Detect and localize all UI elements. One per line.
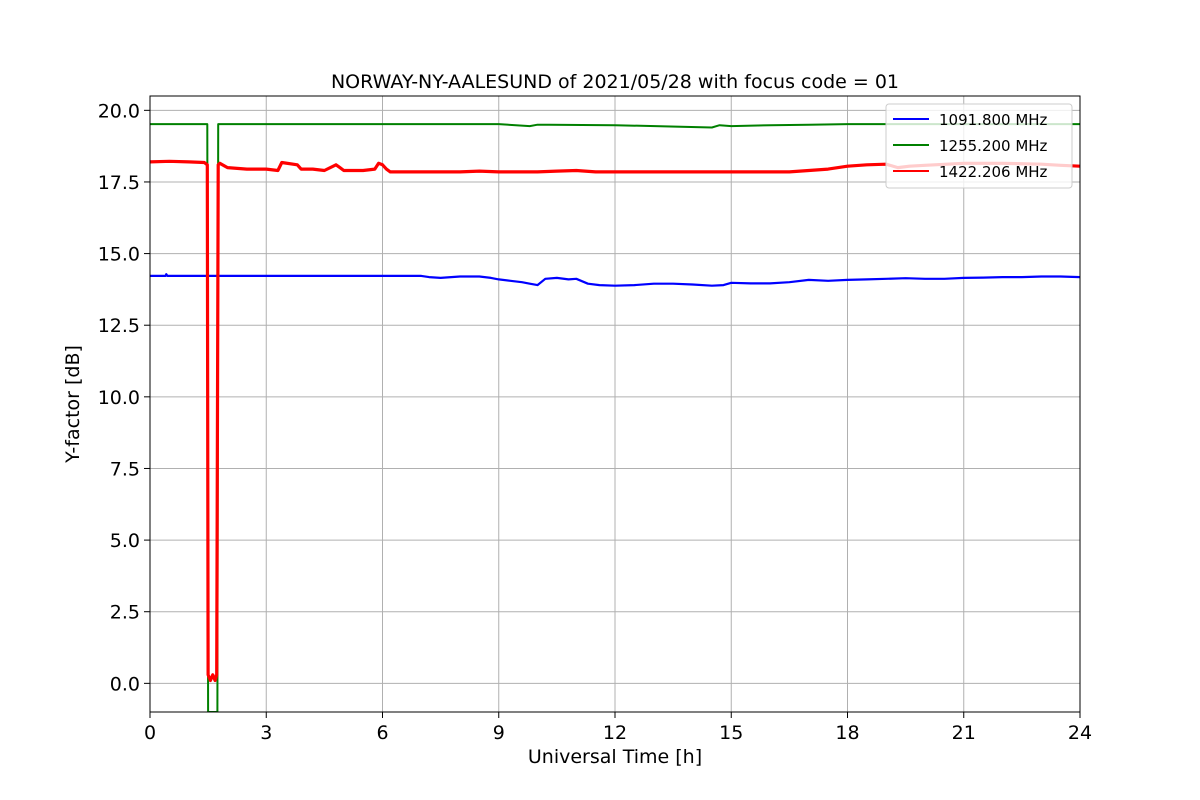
y-tick-label: 10.0 <box>98 387 140 409</box>
x-tick-label: 24 <box>1068 722 1092 744</box>
legend-label: 1422.206 MHz <box>939 163 1048 181</box>
y-axis-label: Y-factor [dB] <box>62 345 84 464</box>
legend-label: 1255.200 MHz <box>939 137 1048 155</box>
x-tick-label: 18 <box>835 722 859 744</box>
legend-box <box>885 103 1073 189</box>
x-tick-label: 9 <box>493 722 505 744</box>
x-tick-label: 0 <box>144 722 156 744</box>
chart-title: NORWAY-NY-AALESUND of 2021/05/28 with fo… <box>331 71 899 93</box>
series-layer <box>150 123 1080 712</box>
y-tick-label: 5.0 <box>110 530 140 552</box>
y-tick-label: 20.0 <box>98 100 140 122</box>
legend: 1091.800 MHz 1255.200 MHz 1422.206 MHz <box>885 103 1073 189</box>
x-tick-label: 21 <box>952 722 976 744</box>
y-tick-label: 0.0 <box>110 673 140 695</box>
y-axis-ticks: 0.0 2.5 5.0 7.5 10.0 12.5 15.0 17.5 20.0 <box>98 100 150 695</box>
x-tick-label: 3 <box>260 722 272 744</box>
series-line-3 <box>150 159 1080 683</box>
y-tick-label: 15.0 <box>98 244 140 266</box>
legend-label: 1091.800 MHz <box>939 111 1048 129</box>
x-tick-label: 15 <box>719 722 743 744</box>
y-tick-label: 2.5 <box>110 602 140 624</box>
y-tick-label: 12.5 <box>98 315 140 337</box>
x-tick-label: 12 <box>603 722 627 744</box>
series-line-1 <box>150 273 1080 287</box>
y-tick-label: 7.5 <box>110 458 140 480</box>
x-axis-ticks: 0 3 6 9 12 15 18 21 24 <box>144 712 1092 744</box>
x-axis-label: Universal Time [h] <box>528 746 702 768</box>
x-tick-label: 6 <box>376 722 388 744</box>
y-tick-label: 17.5 <box>98 172 140 194</box>
